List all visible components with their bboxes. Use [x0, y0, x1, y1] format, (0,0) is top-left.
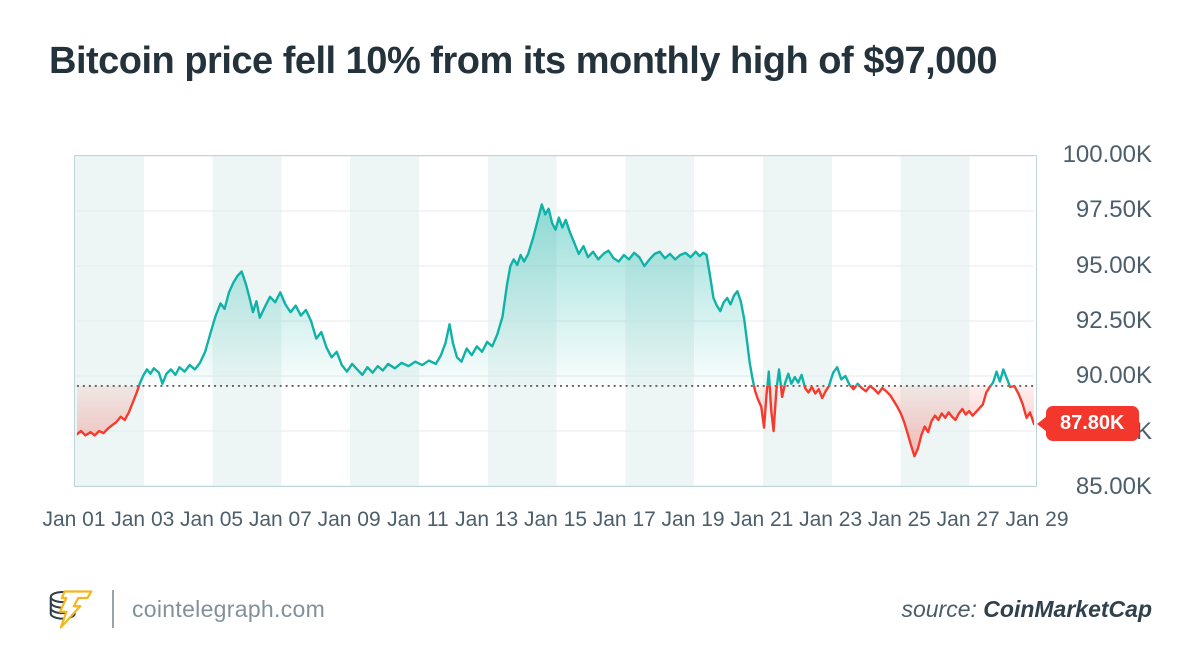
footer-divider	[112, 590, 114, 628]
x-tick-label: Jan 15	[523, 508, 588, 531]
y-tick-label: 85.00K	[1075, 473, 1152, 500]
x-tick-label: Jan 13	[455, 508, 519, 531]
plot-area	[74, 155, 1037, 487]
x-tick-label: Jan 01	[42, 508, 106, 531]
area-above-threshold	[76, 204, 1035, 386]
price-line-chart	[76, 156, 1035, 486]
cointelegraph-logo-icon	[49, 590, 93, 629]
source-name: CoinMarketCap	[983, 596, 1152, 622]
x-tick-label: Jan 27	[936, 508, 1000, 531]
x-tick-label: Jan 03	[111, 508, 175, 531]
y-tick-label: 95.00K	[1075, 251, 1152, 279]
y-tick-label: 92.50K	[1075, 307, 1152, 334]
price-line-below	[76, 385, 1035, 458]
x-tick-label: Jan 19	[661, 508, 725, 531]
y-tick-label: 90.00K	[1075, 362, 1152, 390]
source-credit: source: CoinMarketCap	[901, 596, 1152, 623]
x-tick-label: Jan 11	[387, 508, 449, 531]
area-below-threshold	[76, 385, 1035, 457]
current-price-label: 87.80K	[1060, 412, 1125, 435]
current-price-badge: 87.80K	[1037, 406, 1139, 442]
x-tick-label: Jan 25	[867, 508, 931, 531]
x-tick-label: Jan 05	[180, 508, 244, 531]
x-tick-label: Jan 23	[799, 508, 863, 531]
site-name: cointelegraph.com	[132, 595, 326, 622]
price-line-above	[137, 203, 1016, 386]
x-tick-label: Jan 09	[317, 508, 381, 531]
x-tick-label: Jan 07	[248, 508, 312, 531]
badge-arrow-icon	[1037, 415, 1047, 432]
y-tick-label: 100.00K	[1062, 141, 1152, 168]
x-tick-label: Jan 21	[730, 508, 794, 531]
footer-branding: cointelegraph.com	[48, 586, 325, 632]
x-tick-label: Jan 17	[592, 508, 656, 531]
y-tick-label: 97.50K	[1075, 196, 1152, 224]
x-tick-label: Jan 29	[1005, 508, 1069, 531]
page-title: Bitcoin price fell 10% from its monthly …	[49, 40, 998, 82]
source-prefix: source:	[901, 596, 977, 622]
